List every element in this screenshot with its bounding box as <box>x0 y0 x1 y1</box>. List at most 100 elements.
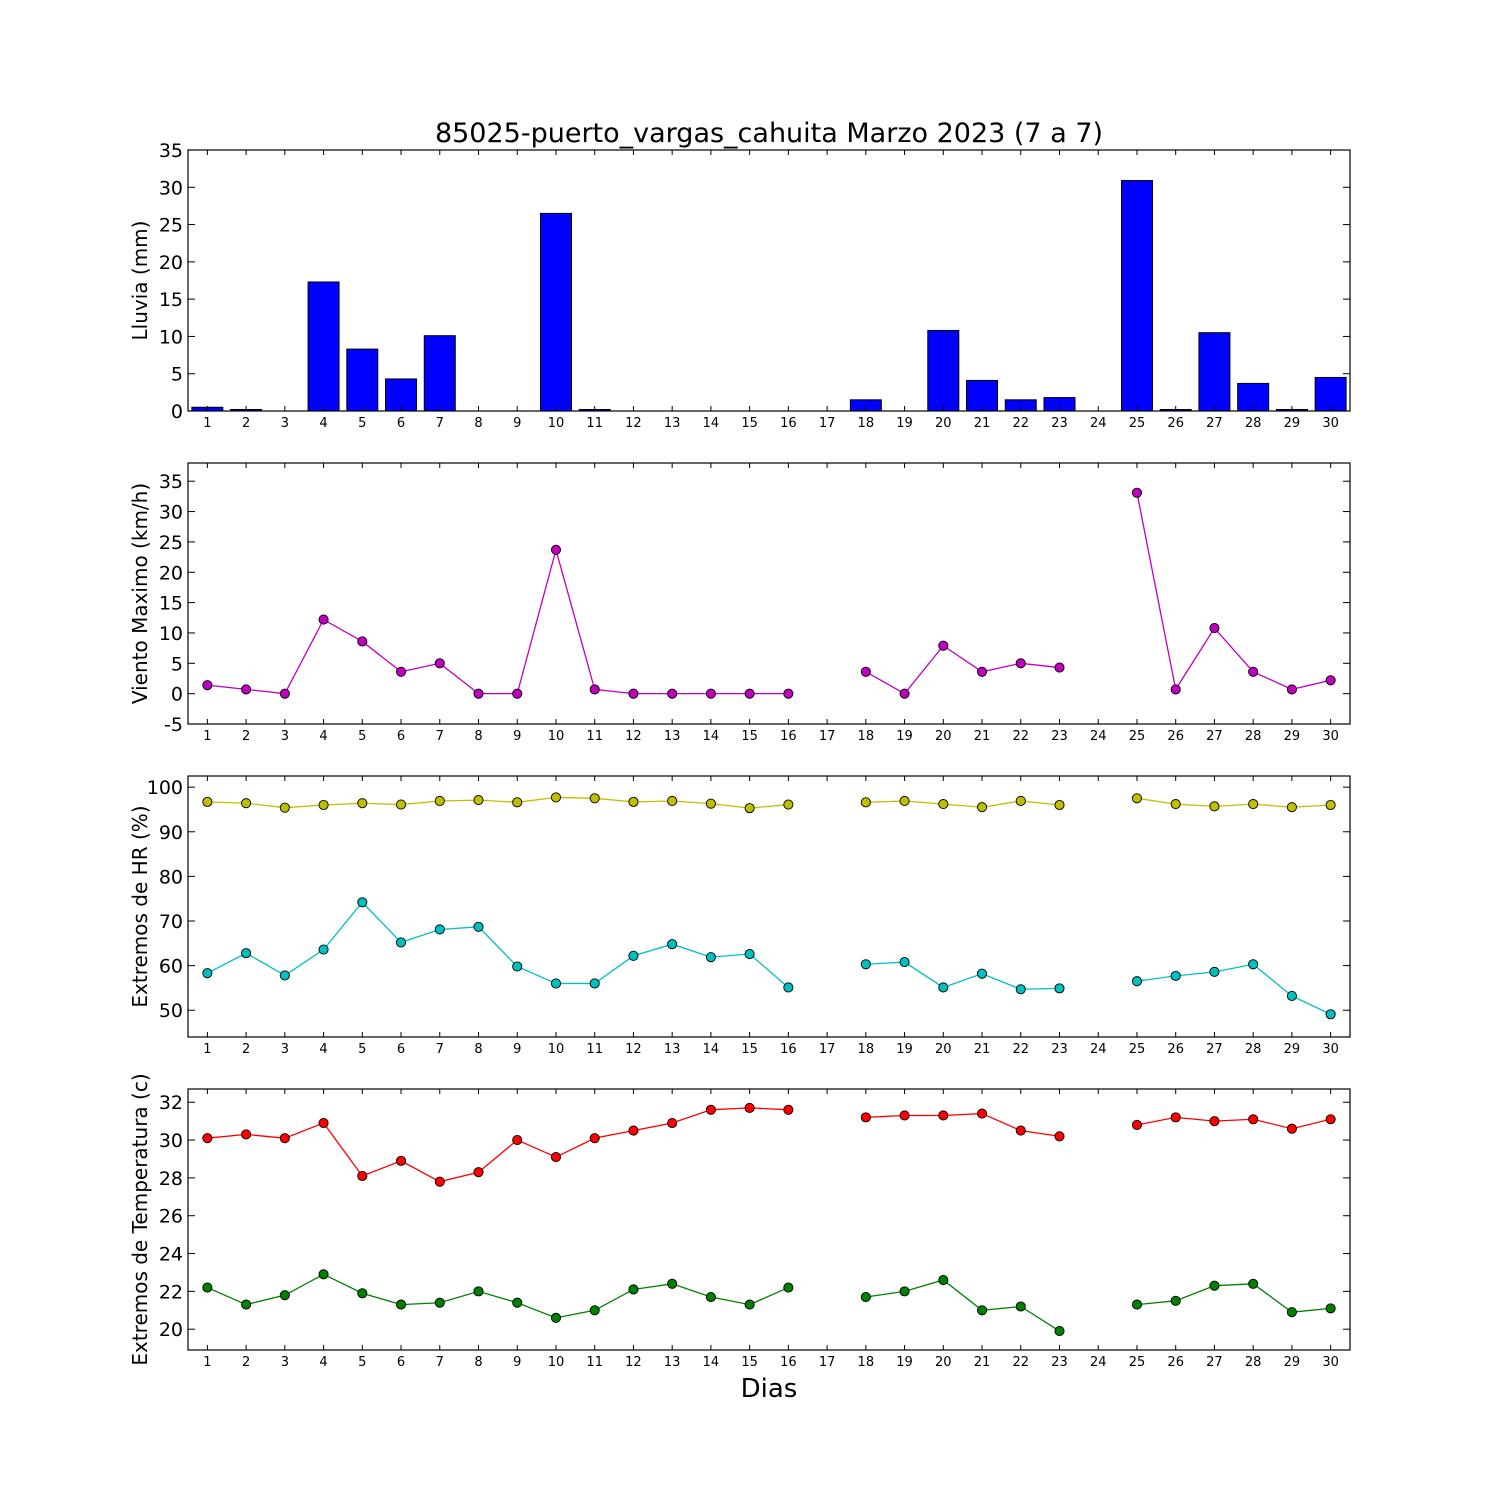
rain-xtick-label: 2 <box>242 416 250 431</box>
humidity-series-1-point <box>550 792 562 803</box>
rain-ytick-label: 10 <box>159 326 183 348</box>
humidity-series-1-point <box>241 798 252 809</box>
humidity-series-2-point <box>667 939 678 950</box>
temperature-series-2-point <box>1325 1303 1336 1314</box>
humidity-xtick-label: 30 <box>1322 1042 1339 1057</box>
humidity-series-1-point <box>1209 801 1220 812</box>
temperature-ytick-label: 20 <box>159 1319 183 1341</box>
wind-series-1-line <box>865 644 1060 695</box>
temperature-series-1-point <box>1131 1119 1143 1130</box>
rain-xtick-label: 25 <box>1129 416 1146 431</box>
temperature-series-2-point <box>434 1297 445 1308</box>
humidity-ytick-label: 60 <box>159 956 183 978</box>
rain-series-1-bar <box>966 379 999 412</box>
humidity-xtick-label: 1 <box>203 1042 211 1057</box>
humidity-series-2-point <box>1286 990 1297 1002</box>
temperature-xtick-label: 15 <box>741 1355 758 1370</box>
temperature-xtick-label: 21 <box>974 1355 991 1370</box>
temperature-series-2-point <box>357 1288 368 1299</box>
temperature-panel: 1 2 3 4 5 6 7 8 9 10 11 12 13 14 15 16 17 18 19 20 21 22 23 24 2… <box>128 1073 1351 1370</box>
temperature-xtick-label: 2 <box>242 1355 250 1370</box>
humidity-series-1-point <box>318 799 329 811</box>
temperature-xtick-label: 29 <box>1284 1355 1301 1370</box>
temperature-xtick-label: 11 <box>586 1355 603 1370</box>
temperature-series-1-point <box>1325 1114 1336 1125</box>
temperature-ytick-label: 22 <box>159 1281 183 1303</box>
temperature-series-2-point <box>1131 1299 1143 1310</box>
humidity-series-2-point <box>473 921 484 932</box>
temperature-ytick-label: 28 <box>159 1168 183 1190</box>
humidity-series-2-point <box>202 968 213 979</box>
humidity-axes-frame <box>187 775 1351 1038</box>
temperature-series-2-point <box>1286 1307 1297 1318</box>
temperature-xtick-label: 12 <box>625 1355 642 1370</box>
humidity-series-2-line <box>865 961 1060 990</box>
humidity-xtick-label: 21 <box>974 1042 991 1057</box>
rain-ytick-label: 25 <box>159 215 183 237</box>
temperature-series-1-line <box>207 1107 789 1183</box>
humidity-xtick-label: 10 <box>548 1042 565 1057</box>
humidity-panel: 1 2 3 4 5 6 7 8 9 10 11 12 13 14 15 16 17 18 19 20 21 22 23 24 2… <box>128 775 1351 1057</box>
humidity-xtick-label: 3 <box>281 1042 289 1057</box>
wind-ytick-label: 30 <box>159 502 183 524</box>
humidity-series-1-point <box>434 795 445 807</box>
humidity-series-2-point <box>783 982 794 993</box>
humidity-series-1-point <box>1325 799 1336 811</box>
wind-xtick-label: 20 <box>935 729 952 744</box>
rain-xtick-label: 14 <box>703 416 720 431</box>
wind-y-axis-label: Viento Maximo (km/h) <box>128 483 152 704</box>
rain-series-1-bar <box>1314 376 1347 412</box>
humidity-ytick-label: 80 <box>159 866 183 888</box>
rain-series-1-bar <box>1120 180 1153 412</box>
humidity-series-2-point <box>589 978 600 989</box>
wind-ytick-label: -5 <box>164 714 183 736</box>
humidity-xtick-label: 4 <box>319 1042 327 1057</box>
chart-title: 85025-puerto_vargas_cahuita Marzo 2023 (… <box>435 118 1103 149</box>
humidity-xtick-label: 27 <box>1206 1042 1223 1057</box>
wind-xtick-label: 15 <box>741 729 758 744</box>
temperature-xtick-label: 26 <box>1167 1355 1184 1370</box>
temperature-series-2-point <box>938 1274 949 1286</box>
wind-xtick-label: 30 <box>1322 729 1339 744</box>
wind-series-1-point <box>589 684 600 695</box>
humidity-series-1-point <box>1131 793 1143 804</box>
temperature-series-2-point <box>473 1286 484 1297</box>
humidity-series-1-point <box>860 797 871 808</box>
temperature-series-1-point <box>1248 1114 1259 1125</box>
temperature-xtick-label: 7 <box>436 1355 444 1370</box>
humidity-series-1-point <box>976 802 988 813</box>
temperature-series-1-point <box>628 1125 639 1136</box>
temperature-series-2-point <box>512 1297 523 1308</box>
temperature-series-2-point <box>1170 1295 1181 1306</box>
wind-series-1-point <box>434 658 445 669</box>
temperature-series-2-line <box>865 1279 1060 1332</box>
rain-y-axis-label: Lluvia (mm) <box>128 221 152 341</box>
temperature-series-2-point <box>202 1282 213 1293</box>
humidity-xtick-label: 20 <box>935 1042 952 1057</box>
temperature-xtick-label: 4 <box>319 1355 327 1370</box>
rain-xtick-label: 1 <box>203 416 211 431</box>
humidity-xtick-label: 6 <box>397 1042 405 1057</box>
temperature-series-1-point <box>512 1135 523 1146</box>
temperature-series-1-point <box>589 1133 600 1144</box>
rain-series-1-bar <box>539 212 572 412</box>
rain-xtick-label: 17 <box>819 416 836 431</box>
temperature-xtick-label: 20 <box>935 1355 952 1370</box>
wind-xtick-label: 10 <box>548 729 565 744</box>
humidity-series-1-point <box>512 797 523 808</box>
temperature-xtick-label: 10 <box>548 1355 565 1370</box>
rain-ytick-label: 20 <box>159 252 183 274</box>
wind-xtick-label: 6 <box>397 729 405 744</box>
humidity-series-2-point <box>1015 984 1026 995</box>
temperature-series-1-point <box>860 1112 871 1123</box>
temperature-series-1-point <box>550 1152 562 1163</box>
rain-xtick-label: 16 <box>780 416 797 431</box>
temperature-series-2-point <box>783 1282 794 1293</box>
wind-series-1-point <box>1209 623 1220 634</box>
wind-series-1-point <box>318 614 329 625</box>
temperature-series-1-point <box>783 1104 794 1115</box>
humidity-series-1-point <box>938 799 949 810</box>
rain-xtick-label: 10 <box>548 416 565 431</box>
rain-series-1-bar <box>1198 332 1231 412</box>
